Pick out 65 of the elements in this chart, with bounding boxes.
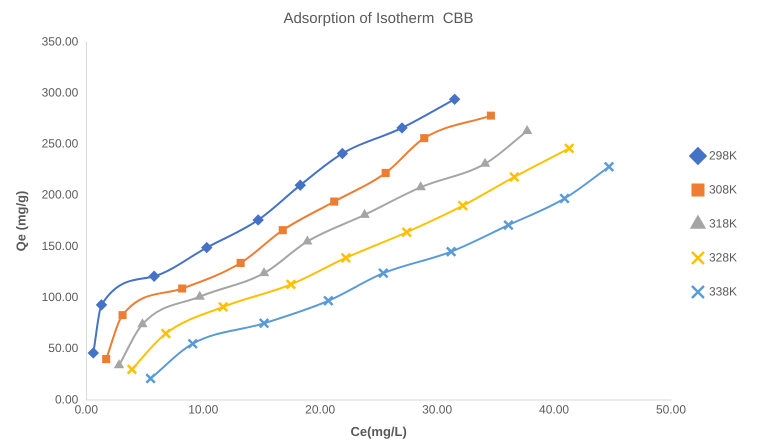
point xyxy=(416,182,426,190)
point xyxy=(382,168,390,177)
point xyxy=(336,148,348,159)
point xyxy=(559,193,570,204)
legend-label: 328K xyxy=(708,250,738,264)
point xyxy=(302,236,312,244)
point xyxy=(449,94,460,105)
point xyxy=(178,284,186,293)
point xyxy=(118,311,127,320)
point xyxy=(138,318,148,328)
legend-label: 308K xyxy=(708,182,738,196)
y-tick-label: 100.00 xyxy=(42,290,79,304)
y-tick-label: 300.00 xyxy=(42,85,79,100)
point xyxy=(604,161,614,172)
point xyxy=(236,258,245,267)
legend-label: 318K xyxy=(708,216,738,230)
point xyxy=(187,338,198,350)
point xyxy=(322,295,334,306)
y-tick-label: 150.00 xyxy=(42,238,79,253)
point xyxy=(194,291,205,300)
y-tick-label: 200.00 xyxy=(42,188,79,202)
point xyxy=(486,112,495,120)
point xyxy=(145,373,156,384)
point xyxy=(285,278,296,290)
point xyxy=(340,252,352,264)
point xyxy=(102,355,110,364)
point xyxy=(96,299,108,310)
point xyxy=(160,328,172,340)
point xyxy=(378,268,389,279)
point xyxy=(401,226,412,238)
point xyxy=(258,318,270,329)
point xyxy=(201,242,212,254)
y-tick-label: 50.00 xyxy=(48,341,79,356)
y-tick-label: 350.00 xyxy=(42,34,79,48)
point xyxy=(457,200,468,212)
chart-title: Adsorption of Isotherm CBB xyxy=(283,10,474,28)
x-axis-title: Ce(mg/L) xyxy=(350,424,407,439)
x-tick-label: 50.00 xyxy=(656,402,686,417)
x-tick-label: 40.00 xyxy=(539,402,570,417)
point xyxy=(148,270,160,282)
point xyxy=(420,134,428,142)
point xyxy=(446,246,457,258)
point xyxy=(360,209,370,218)
point xyxy=(396,122,408,134)
point xyxy=(330,198,338,206)
y-tick-label: 250.00 xyxy=(42,136,79,151)
point xyxy=(294,180,306,191)
point xyxy=(252,214,264,226)
point xyxy=(114,360,124,368)
point xyxy=(508,172,520,183)
point xyxy=(126,364,138,375)
y-axis-title: Qe (mg/g) xyxy=(13,190,28,252)
legend-label: 338K xyxy=(708,284,738,298)
point xyxy=(480,158,490,167)
x-tick-label: 10.00 xyxy=(188,402,219,417)
point xyxy=(88,347,99,358)
legend-label: 298K xyxy=(708,148,738,162)
point xyxy=(522,125,532,134)
point xyxy=(218,301,229,312)
point xyxy=(259,268,269,276)
point xyxy=(278,226,287,234)
point xyxy=(502,220,514,231)
point xyxy=(564,142,575,154)
x-tick-label: 30.00 xyxy=(422,402,452,417)
x-tick-label: 20.00 xyxy=(305,402,336,417)
